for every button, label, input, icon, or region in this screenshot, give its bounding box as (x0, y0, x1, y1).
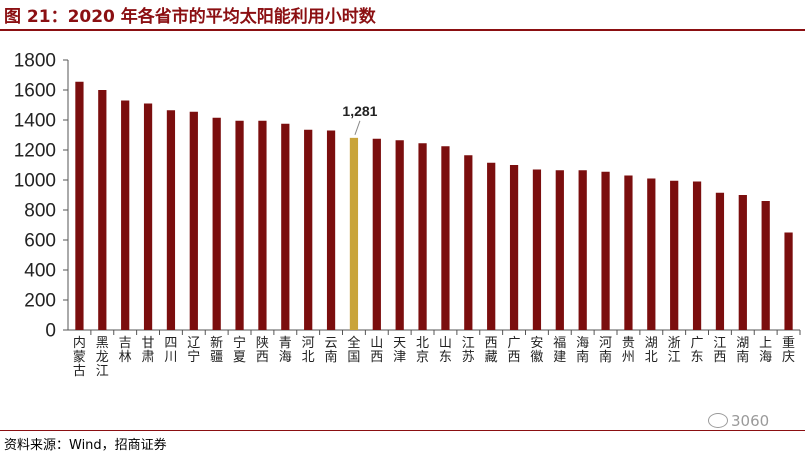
x-tick-label: 新疆 (210, 335, 223, 365)
x-tick-label: 全国 (347, 335, 360, 365)
bar (670, 180, 679, 330)
x-tick-label: 湖北 (645, 336, 658, 365)
x-tick-label: 黑龙江 (96, 336, 109, 379)
bar (304, 129, 313, 330)
y-tick-label: 1000 (14, 171, 56, 192)
y-tick-label: 600 (24, 231, 56, 252)
bar (761, 201, 770, 330)
x-tick-label: 上海 (759, 336, 772, 365)
x-tick-label: 浙江 (668, 336, 681, 365)
x-tick-label: 山西 (370, 336, 383, 365)
x-tick-label: 西藏 (485, 336, 498, 365)
bar (372, 138, 381, 330)
watermark: 3060 (708, 412, 769, 430)
bar (647, 178, 656, 330)
x-tick-label: 辽宁 (187, 336, 200, 365)
x-tick-label: 江苏 (462, 336, 475, 365)
x-tick-label: 北京 (416, 336, 429, 365)
bar (464, 155, 473, 330)
x-tick-label: 陕西 (256, 336, 269, 365)
bar (121, 100, 130, 330)
x-tick-label: 河南 (599, 336, 612, 365)
bar (98, 90, 107, 330)
x-tick-label: 贵州 (622, 336, 635, 365)
y-tick-label: 400 (24, 261, 56, 282)
x-tick-label: 广东 (691, 336, 704, 365)
bar (578, 170, 587, 330)
bar (784, 232, 793, 330)
x-tick-label: 甘肃 (142, 336, 155, 365)
bar (715, 192, 725, 330)
x-tick-label: 吉林 (119, 336, 132, 365)
bar (487, 162, 496, 330)
bar (281, 123, 290, 330)
x-tick-label: 宁夏 (233, 335, 246, 365)
bar (326, 130, 336, 330)
bar (509, 165, 519, 330)
x-tick-label: 内蒙古 (73, 335, 86, 379)
y-tick-label: 1400 (14, 111, 56, 132)
y-tick-label: 0 (45, 321, 56, 342)
bar (601, 171, 610, 330)
x-tick-label: 天津 (393, 336, 406, 365)
bar (75, 81, 84, 330)
bar (418, 143, 427, 330)
x-tick-label: 江西 (713, 336, 726, 365)
bar (624, 175, 633, 330)
data-label-leader (354, 120, 361, 136)
x-tick-label: 广西 (508, 336, 521, 365)
data-label: 1,281 (342, 103, 377, 119)
watermark-text: 3060 (731, 412, 770, 430)
source-note: 资料来源：Wind，招商证券 (4, 438, 167, 453)
bar (532, 169, 542, 330)
y-tick-label: 1200 (14, 141, 56, 162)
x-tick-label: 四川 (164, 336, 177, 365)
bar (235, 120, 244, 330)
bar (441, 146, 450, 330)
footer-rule (0, 430, 805, 431)
x-tick-label: 青海 (279, 336, 292, 365)
y-tick-label: 1800 (14, 51, 56, 72)
bar (212, 117, 221, 330)
bar (258, 120, 267, 330)
bar-chart: 0 200 400 600 800 1000 1200 1400 1600 1800 内蒙古黑龙江吉… (14, 51, 801, 379)
x-tick-label: 山东 (439, 336, 452, 365)
x-tick-label: 云南 (325, 336, 338, 365)
bar (166, 110, 176, 330)
x-tick-label: 海南 (576, 336, 589, 365)
bar (189, 111, 198, 330)
y-tick-label: 200 (24, 291, 56, 312)
x-tick-label: 河北 (302, 336, 315, 365)
bar (143, 103, 153, 330)
bar (555, 170, 564, 330)
title-rule (0, 29, 805, 31)
x-tick-label: 湖南 (736, 336, 749, 365)
bar (692, 181, 702, 330)
bar (395, 140, 404, 330)
bar (738, 195, 747, 330)
x-tick-label: 福建 (553, 336, 566, 365)
figure-title: 图 21：2020 年各省市的平均太阳能利用小时数 (4, 7, 376, 27)
y-tick-label: 1600 (14, 81, 56, 102)
wechat-icon (708, 413, 728, 428)
y-tick-label: 800 (24, 201, 56, 222)
highlight-bar (349, 137, 359, 330)
x-tick-label: 安徽 (530, 336, 543, 365)
x-tick-label: 重庆 (782, 335, 795, 365)
